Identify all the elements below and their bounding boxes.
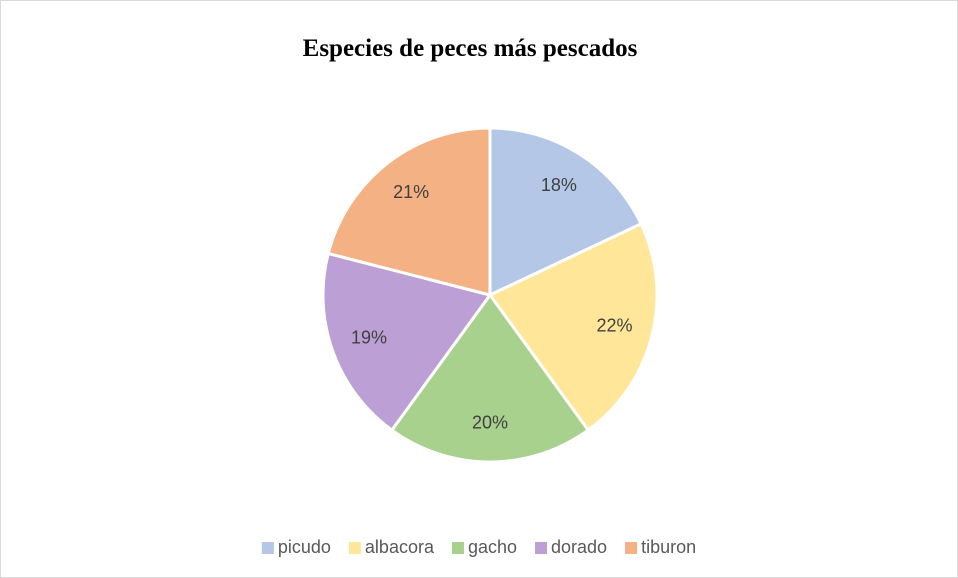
legend-swatch — [535, 542, 548, 554]
legend-swatch — [348, 542, 361, 554]
pie-slice — [321, 251, 493, 433]
data-label: 18% — [541, 175, 577, 195]
pie-slice — [488, 126, 644, 298]
legend-swatch — [625, 542, 638, 554]
data-label: 19% — [351, 327, 387, 347]
legend-label: picudo — [278, 537, 331, 557]
legend-label: dorado — [551, 537, 607, 557]
legend-swatch — [261, 542, 274, 554]
pie-slice — [389, 292, 591, 464]
legend-swatch — [451, 542, 464, 554]
pie-slice — [326, 126, 492, 297]
legend-label: gacho — [468, 537, 517, 557]
pie-slice — [487, 221, 659, 433]
data-label: 20% — [472, 412, 508, 432]
data-label: 21% — [393, 182, 429, 202]
chart-title: Especies de peces más pescados — [303, 35, 638, 62]
legend-label: albacora — [365, 537, 435, 557]
data-label: 22% — [597, 316, 633, 336]
legend-label: tiburon — [641, 537, 696, 557]
